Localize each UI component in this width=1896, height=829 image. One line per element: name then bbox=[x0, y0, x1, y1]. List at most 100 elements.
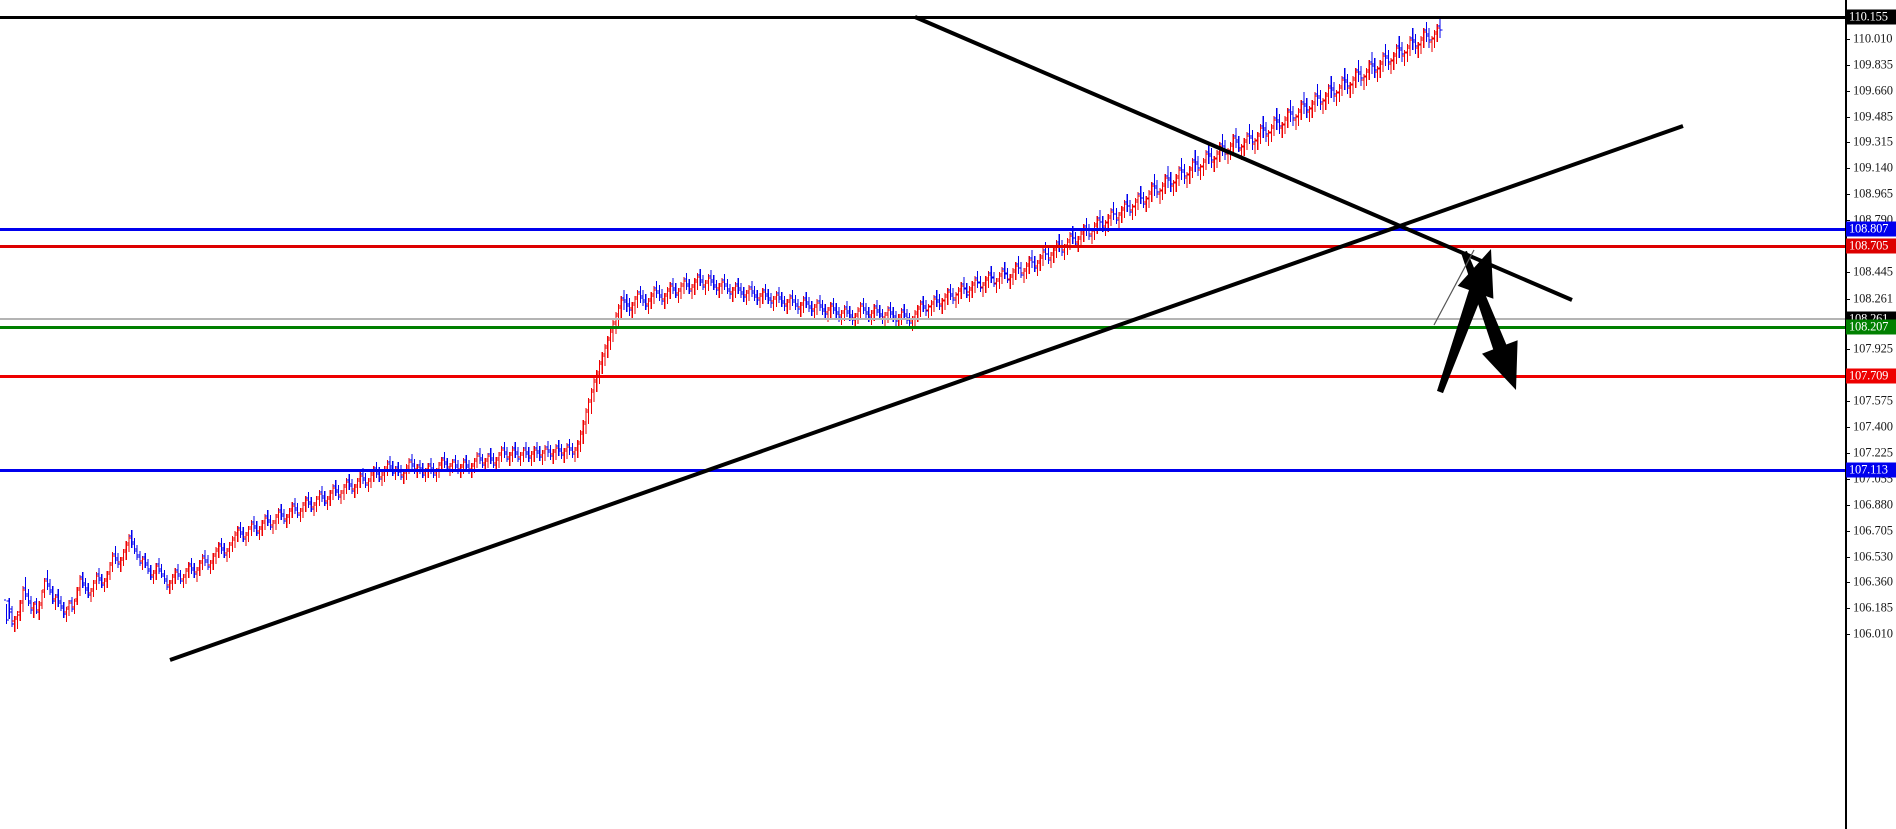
ohlc-bar bbox=[1191, 158, 1194, 178]
ohlc-open-tick bbox=[983, 282, 986, 284]
ohlc-open-tick bbox=[830, 303, 833, 305]
ohlc-close-tick bbox=[61, 607, 64, 609]
ohlc-open-tick bbox=[607, 337, 610, 339]
ohlc-open-tick bbox=[953, 297, 956, 299]
ohlc-bar bbox=[180, 570, 182, 584]
ohlc-close-tick bbox=[121, 559, 124, 561]
ohlc-bar bbox=[1061, 240, 1063, 256]
ohlc-open-tick bbox=[482, 462, 485, 464]
ohlc-open-tick bbox=[379, 476, 382, 478]
ohlc-open-tick bbox=[825, 311, 828, 313]
ohlc-bar bbox=[117, 553, 119, 568]
ohlc-bar bbox=[190, 558, 193, 574]
ohlc-open-tick bbox=[1130, 209, 1133, 211]
ohlc-bar bbox=[1278, 114, 1281, 134]
ohlc-bar bbox=[759, 293, 761, 308]
ohlc-open-tick bbox=[96, 573, 99, 575]
ohlc-bar bbox=[862, 298, 864, 314]
ohlc-bar bbox=[286, 514, 288, 528]
ohlc-open-tick bbox=[635, 296, 638, 298]
ohlc-open-tick bbox=[580, 431, 583, 433]
price-line-blue-upper[interactable] bbox=[0, 228, 1845, 231]
price-badge-green-support[interactable]: 108.207 bbox=[1846, 319, 1896, 335]
ohlc-open-tick bbox=[515, 451, 518, 453]
ohlc-open-tick bbox=[123, 549, 126, 551]
ohlc-bar bbox=[1232, 134, 1234, 154]
ohlc-open-tick bbox=[542, 450, 545, 452]
ohlc-bar bbox=[1036, 260, 1039, 276]
ohlc-bar bbox=[90, 588, 92, 602]
axis-tick-label: 109.660 bbox=[1853, 83, 1893, 98]
price-line-red-lower[interactable] bbox=[0, 375, 1845, 378]
price-badge-red-lower[interactable]: 107.709 bbox=[1846, 368, 1896, 384]
ohlc-bar bbox=[876, 300, 878, 316]
axis-tick-label: 110.010 bbox=[1853, 31, 1893, 46]
ohlc-bar bbox=[14, 616, 16, 632]
price-badge-blue-lower[interactable]: 107.113 bbox=[1846, 462, 1896, 478]
ohlc-bar bbox=[248, 526, 250, 542]
price-axis[interactable]: 110.010 109.835 109.660 109.485 109.315 109.1… bbox=[1845, 0, 1896, 829]
ohlc-bar bbox=[506, 447, 508, 462]
ohlc-bar bbox=[609, 328, 611, 350]
ohlc-bar bbox=[813, 304, 815, 319]
price-badge-top-resistance[interactable]: 110.155 bbox=[1846, 9, 1896, 25]
ohlc-bar bbox=[71, 597, 73, 612]
ohlc-close-tick bbox=[113, 555, 116, 557]
ohlc-open-tick bbox=[44, 578, 47, 580]
ohlc-bar bbox=[773, 296, 775, 311]
ohlc-bar bbox=[751, 281, 753, 297]
ohlc-open-tick bbox=[1372, 65, 1375, 67]
ohlc-open-tick bbox=[224, 552, 227, 554]
ohlc-bar bbox=[656, 281, 658, 298]
ohlc-bar bbox=[11, 606, 13, 627]
ohlc-bar bbox=[1042, 248, 1044, 266]
price-badge-red-upper[interactable]: 108.705 bbox=[1846, 238, 1896, 254]
ohlc-bar bbox=[1123, 200, 1126, 218]
price-line-red-upper[interactable] bbox=[0, 245, 1845, 248]
ohlc-bar bbox=[272, 520, 274, 534]
ohlc-bar bbox=[1129, 200, 1131, 216]
ohlc-open-tick bbox=[1263, 129, 1266, 131]
ohlc-bar bbox=[1251, 130, 1253, 150]
ohlc-bar bbox=[269, 515, 271, 530]
ohlc-open-tick bbox=[885, 312, 888, 314]
ohlc-open-tick bbox=[754, 294, 757, 296]
ohlc-open-tick bbox=[977, 281, 980, 283]
ohlc-open-tick bbox=[548, 449, 550, 451]
ohlc-open-tick bbox=[1285, 117, 1288, 119]
ohlc-bar bbox=[579, 430, 582, 452]
ohlc-close-tick bbox=[102, 584, 105, 586]
ohlc-open-tick bbox=[292, 503, 295, 505]
ohlc-open-tick bbox=[28, 600, 31, 602]
ohlc-bar bbox=[509, 452, 511, 466]
ohlc-bar bbox=[57, 589, 59, 607]
ohlc-open-tick bbox=[63, 611, 66, 613]
ohlc-bar bbox=[1287, 108, 1289, 128]
axis-tick bbox=[1845, 220, 1850, 222]
ohlc-open-tick bbox=[972, 282, 975, 284]
ohlc-open-tick bbox=[159, 568, 162, 570]
ohlc-bar bbox=[541, 450, 543, 465]
price-line-gray-level[interactable] bbox=[0, 318, 1845, 320]
ohlc-bar bbox=[688, 279, 690, 294]
ohlc-open-tick bbox=[455, 464, 458, 466]
chart-plot-area[interactable] bbox=[0, 0, 1845, 829]
ohlc-open-tick bbox=[1274, 117, 1277, 119]
ohlc-bar bbox=[133, 538, 135, 554]
price-line-top-resistance[interactable] bbox=[0, 16, 1845, 19]
ohlc-open-tick bbox=[93, 580, 96, 582]
ohlc-open-tick bbox=[624, 299, 627, 301]
ohlc-open-tick bbox=[545, 446, 548, 448]
ohlc-close-tick bbox=[80, 578, 83, 580]
ohlc-close-tick bbox=[159, 570, 162, 572]
axis-tick bbox=[1845, 427, 1850, 429]
ohlc-close-tick bbox=[18, 614, 21, 616]
price-line-blue-lower[interactable] bbox=[0, 469, 1845, 472]
price-line-green-support[interactable] bbox=[0, 326, 1845, 329]
axis-tick bbox=[1845, 504, 1850, 506]
ohlc-bar bbox=[979, 276, 981, 292]
ohlc-open-tick bbox=[496, 457, 499, 459]
axis-tick-label: 106.010 bbox=[1853, 626, 1893, 641]
price-badge-blue-upper[interactable]: 108.807 bbox=[1846, 221, 1896, 237]
ohlc-close-tick bbox=[45, 580, 48, 582]
